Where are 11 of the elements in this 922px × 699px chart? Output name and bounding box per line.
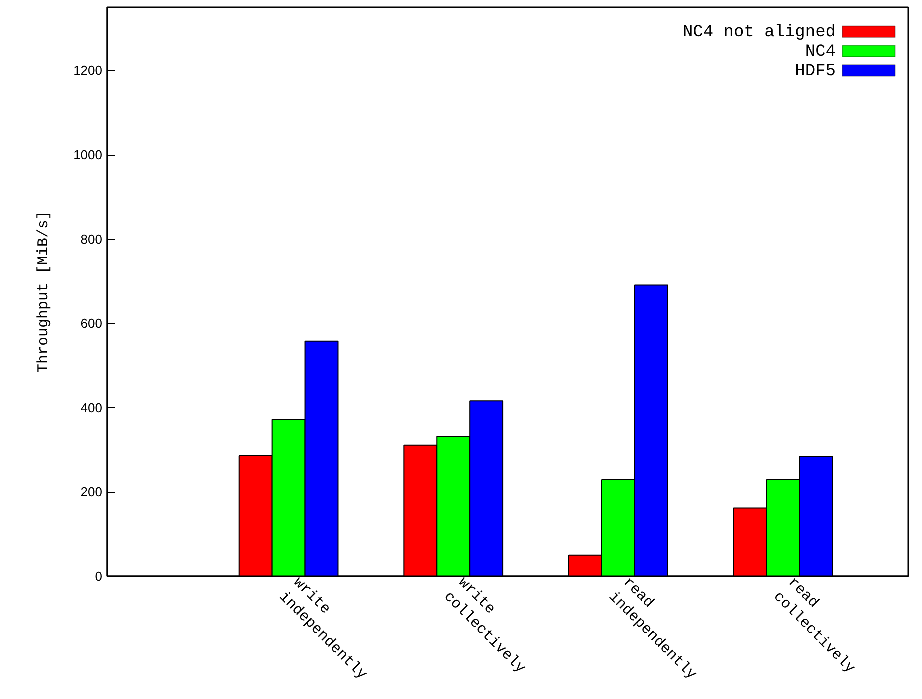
y-tick-label: 400 [80,400,103,416]
y-tick-label: 1200 [74,63,102,78]
y-tick-label: 200 [80,484,103,500]
y-tick-label: 1000 [74,148,102,163]
y-tick-label: 0 [95,569,103,584]
y-axis-title: Throughput [MiB/s] [36,210,53,374]
y-tick-label: 800 [80,232,103,247]
legend-label: HDF5 [795,62,836,82]
y-tick-label: 600 [80,316,103,332]
legend-label: NC4 not aligned [682,24,836,43]
legend-label: NC4 [805,42,836,62]
